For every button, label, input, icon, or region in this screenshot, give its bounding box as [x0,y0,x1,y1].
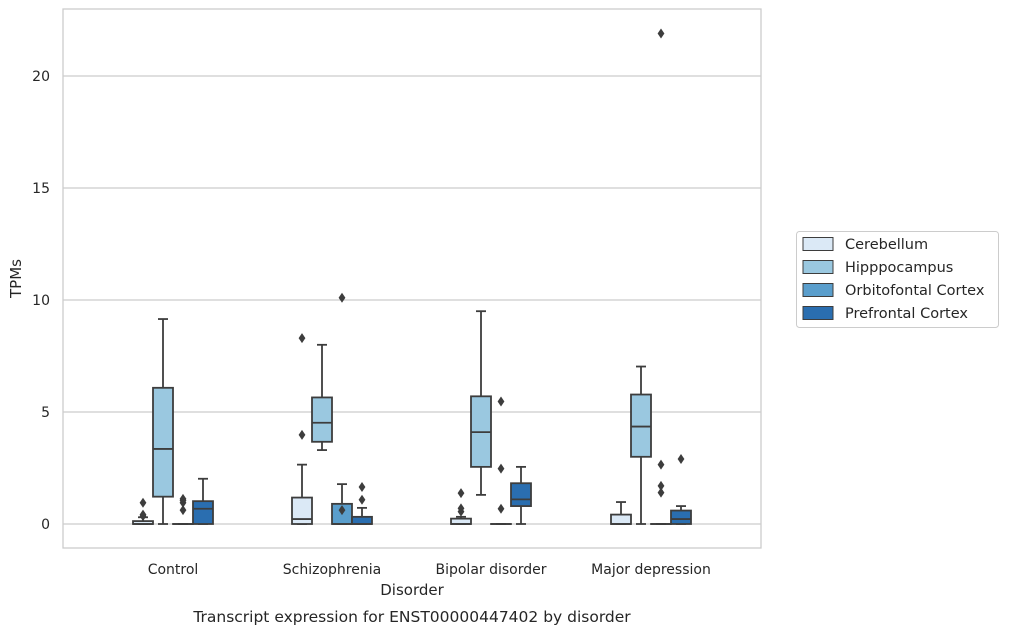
box-prefrontal-cortex-2 [510,465,532,525]
outlier-point [139,497,147,508]
x-tick-label: Schizophrenia [283,562,381,578]
box-plots [132,28,692,525]
legend-item: Prefrontal Cortex [802,306,968,322]
legend-item: Hipppocampus [802,260,953,276]
y-tick-label: 0 [41,517,50,533]
box-prefrontal-cortex-1 [351,482,373,525]
box-orbitofontal-cortex-0 [172,493,194,525]
box-hipppocampus-0 [152,318,174,525]
box-iqr [351,515,373,525]
x-tick-label: Control [148,562,199,578]
y-tick-label: 20 [32,69,50,85]
outlier-point [677,454,685,465]
y-axis-title: TPMs [7,259,25,299]
box-iqr [670,509,692,525]
outlier-point [497,463,505,474]
plot-area-border [62,8,762,549]
box-orbitofontal-cortex-2 [490,396,512,525]
box-orbitofontal-cortex-1 [331,292,353,525]
box-iqr [192,500,214,525]
outlier-point [139,509,147,520]
legend-frame [796,231,999,328]
box-iqr [152,386,174,498]
chart-caption: Transcript expression for ENST0000044740… [192,608,631,626]
box-prefrontal-cortex-0 [192,477,214,525]
box-iqr [311,396,333,443]
axis-tick-labels: 0 5 10 15 20 Control Schizophrenia Bipolar diso… [32,69,711,578]
legend-item: Cerebellum [802,237,928,253]
outlier-point [358,494,366,505]
box-cerebellum-2 [450,488,472,525]
legend-swatch [802,283,834,297]
outlier-point [179,505,187,516]
legend-swatch [802,260,834,274]
legend-item: Orbitofontal Cortex [802,283,985,299]
outlier-point [657,480,665,491]
box-cerebellum-3 [610,501,632,525]
box-orbitofontal-cortex-3 [650,28,672,525]
legend-label: Hipppocampus [845,260,953,276]
box-cerebellum-0 [132,497,154,525]
legend-label: Cerebellum [845,237,928,253]
outlier-point [298,333,306,344]
box-iqr [610,513,632,525]
legend-swatch [802,306,834,320]
box-hipppocampus-2 [470,310,492,496]
outlier-point [338,292,346,303]
x-axis-title: Disorder [380,581,444,599]
legend-swatch [802,237,834,251]
outlier-point [657,487,665,498]
outlier-point [358,482,366,493]
x-tick-label: Major depression [591,562,711,578]
outlier-point [497,396,505,407]
box-iqr [510,482,532,507]
legend-label: Orbitofontal Cortex [845,283,985,299]
outlier-point [657,459,665,470]
outlier-point [457,488,465,499]
outlier-point [497,503,505,514]
y-tick-label: 10 [32,293,50,309]
legend-label: Prefrontal Cortex [845,306,968,322]
box-cerebellum-1 [291,333,313,525]
y-tick-label: 15 [32,181,50,197]
box-iqr [291,496,313,525]
box-hipppocampus-3 [630,365,652,525]
legend: Cerebellum Hipppocampus Orbitofontal Corte… [796,231,999,328]
box-prefrontal-cortex-3 [670,454,692,525]
y-tick-label: 5 [41,405,50,421]
outlier-point [657,28,665,39]
outlier-point [457,503,465,514]
outlier-point [338,505,346,516]
outlier-point [298,429,306,440]
outlier-point [179,493,187,504]
box-hipppocampus-1 [311,343,333,451]
x-tick-label: Bipolar disorder [435,562,546,578]
